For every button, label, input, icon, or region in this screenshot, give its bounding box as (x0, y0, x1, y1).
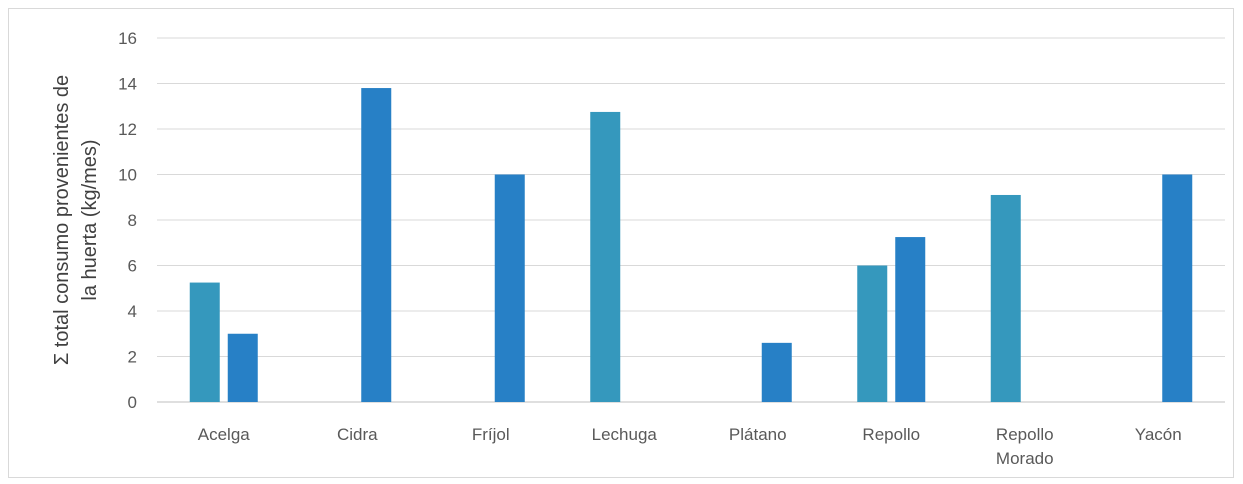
bar (494, 174, 525, 402)
bar (990, 194, 1021, 402)
gridlines (157, 37, 1225, 403)
bar (857, 265, 888, 402)
x-tick-labels: Acelga Cidra Fríjol Lechuga Plátano Repollo Re… (198, 425, 1182, 468)
bar (189, 282, 220, 402)
y-axis-label-line: la huerta (kg/mes) (79, 139, 101, 300)
y-tick-label: 0 (128, 393, 137, 412)
x-tick-label: Yacón (1135, 425, 1182, 444)
x-tick-label: Acelga (198, 425, 251, 444)
x-tick-label: Plátano (729, 425, 787, 444)
bar (361, 88, 392, 403)
y-tick-label: 10 (118, 166, 137, 185)
y-tick-label: 8 (128, 211, 137, 230)
bar (227, 333, 258, 402)
bar (1162, 174, 1193, 402)
x-tick-label: Cidra (337, 425, 378, 444)
y-axis-label: Σ total consumo provenientes de la huerta… (51, 75, 101, 365)
y-tick-label: 4 (128, 302, 137, 321)
bar (895, 237, 926, 402)
y-tick-label: 6 (128, 257, 137, 276)
y-tick-label: 16 (118, 29, 137, 48)
x-tick-label: Fríjol (472, 425, 510, 444)
x-tick-label: Repollo (862, 425, 920, 444)
y-tick-labels: 0 2 4 6 8 10 12 14 16 (118, 29, 137, 412)
x-tick-label: Lechuga (592, 425, 658, 444)
bar (761, 342, 792, 402)
bar (590, 111, 621, 402)
y-tick-label: 12 (118, 120, 137, 139)
y-axis-label-line: Σ total consumo provenientes de (51, 75, 73, 365)
bars (189, 88, 1193, 403)
x-tick-label: Repollo (996, 425, 1054, 444)
y-tick-label: 2 (128, 348, 137, 367)
x-tick-label: Morado (996, 449, 1054, 468)
y-tick-label: 14 (118, 75, 137, 94)
